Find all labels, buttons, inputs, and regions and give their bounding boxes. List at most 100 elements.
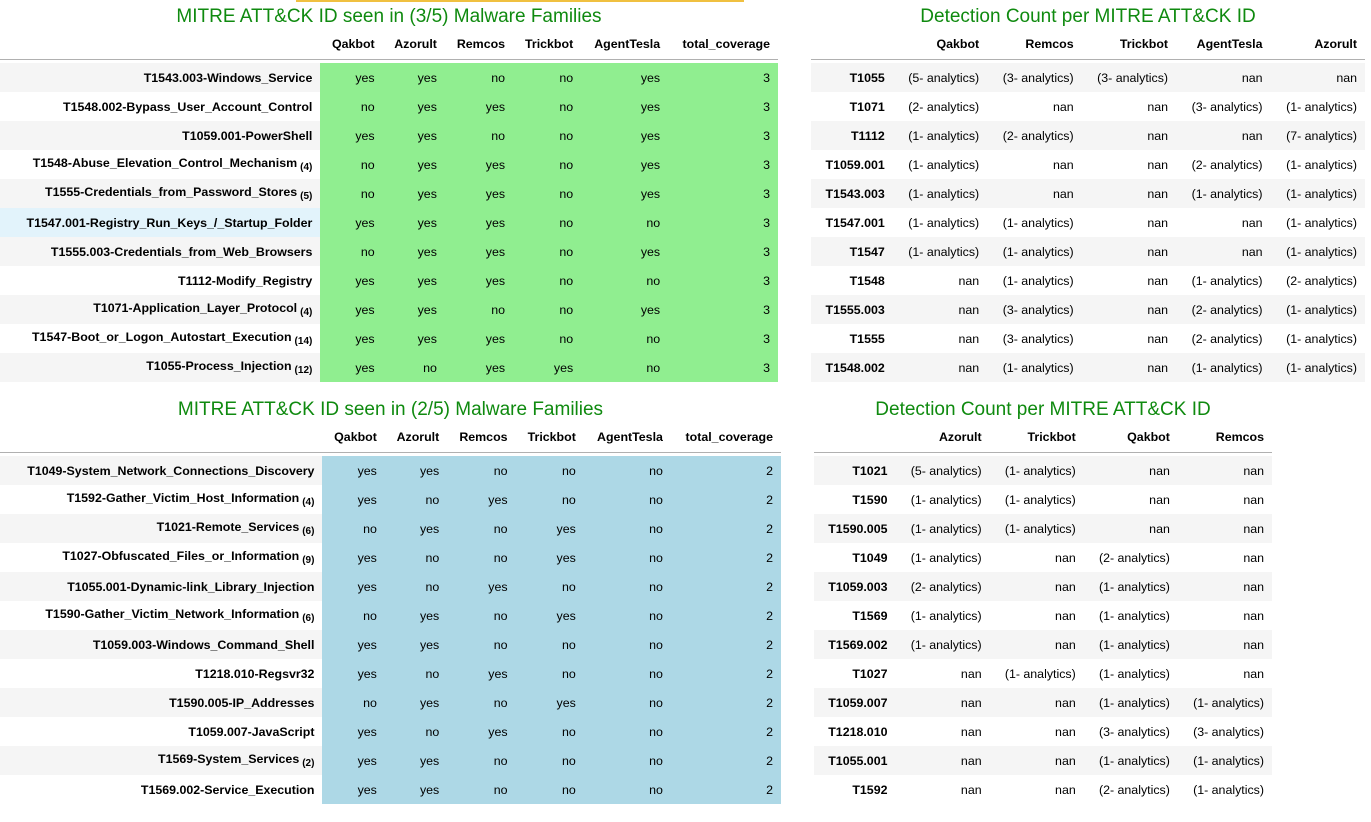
table-row: T1059.001 (1- analytics) nan nan (2- analyti… (811, 150, 1365, 179)
table-cell: no (581, 324, 669, 353)
table-cell: yes (444, 324, 514, 353)
table-cell: no (322, 514, 385, 543)
table-cell: nan (989, 572, 1084, 601)
table-cell: nan (1177, 514, 1272, 543)
coverage-table-2-of-5: MITRE ATT&CK ID seen in (2/5) Malware Fa… (0, 399, 781, 804)
table-header: Qakbot Azorult Remcos Trickbot AgentTesla tot… (0, 28, 778, 60)
table-row: T1049-System_Network_Connections_Discove… (0, 456, 781, 485)
table-cell: 3 (668, 237, 778, 266)
table-cell: (1- analytics) (1177, 746, 1272, 775)
spacer (814, 452, 1272, 456)
detection-count-table-top: Detection Count per MITRE ATT&CK ID Qakb… (811, 6, 1365, 382)
table-cell: yes (322, 456, 385, 485)
table-cell: nan (1176, 208, 1271, 237)
table-row: T1112 (1- analytics) (2- analytics) nan nan(… (811, 121, 1365, 150)
table-row: T1555.003 nan (3- analytics) nan (2- analyti… (811, 295, 1365, 324)
table-cell: yes (513, 353, 582, 382)
technique-label: T1055.001-Dynamic-link_Library_Injection (67, 579, 315, 594)
technique-label: T1555.003 (825, 302, 885, 317)
subtechnique-count: (9) (302, 555, 315, 566)
table-cell: 2 (670, 746, 781, 775)
coverage-table: Qakbot Azorult Remcos Trickbot AgentTesla tot… (0, 28, 778, 382)
table-cell: nan (989, 775, 1084, 804)
technique-label: T1049-System_Network_Connections_Discove… (27, 463, 315, 478)
column-header: Azorult (1314, 36, 1357, 51)
table-cell: (1- analytics) (895, 543, 990, 572)
table-cell: (1- analytics) (1270, 295, 1365, 324)
table-row: T1592-Gather_Victim_Host_Information (4) y… (0, 485, 781, 514)
table-cell: 3 (668, 121, 778, 150)
table-cell: 3 (668, 208, 778, 237)
column-header: total_coverage (682, 36, 770, 51)
table-row: T1049 (1- analytics) nan (2- analytics) nan (814, 543, 1272, 572)
table-cell: yes (320, 121, 383, 150)
table-cell: yes (382, 150, 445, 179)
row-label: T1071 (811, 92, 893, 121)
column-header: Remcos (1025, 36, 1074, 51)
table-cell: (1- analytics) (989, 514, 1084, 543)
row-label: T1592 (814, 775, 896, 804)
table-cell: nan (1081, 208, 1177, 237)
spacer-row (814, 452, 1272, 456)
row-label: T1059.003-Windows_Command_Shell (0, 630, 323, 659)
table-cell: nan (989, 717, 1084, 746)
table-cell: (3- analytics) (1081, 63, 1177, 92)
table-row: T1555 nan (3- analytics) nan (2- analytics)(… (811, 324, 1365, 353)
table-cell: yes (447, 717, 516, 746)
table-cell: nan (989, 543, 1084, 572)
row-label: T1548.002 (811, 353, 893, 382)
table-cell: no (583, 717, 671, 746)
technique-label: T1590-Gather_Victim_Network_Information (45, 607, 300, 621)
table-row: T1555.003-Credentials_from_Web_Browsers n… (0, 237, 778, 266)
table-cell: (1- analytics) (987, 237, 1082, 266)
row-label: T1543.003 (811, 179, 893, 208)
table-cell: 3 (668, 63, 778, 92)
table-cell: (1- analytics) (989, 456, 1084, 485)
row-label: T1059.007 (814, 688, 896, 717)
table-row: T1548.002-Bypass_User_Account_Control no y… (0, 92, 778, 121)
table-cell: no (515, 717, 584, 746)
technique-label: T1569 (852, 608, 888, 623)
column-header: Trickbot (1119, 36, 1169, 51)
subtechnique-count: (6) (302, 613, 315, 624)
table-cell: (2- analytics) (1083, 543, 1178, 572)
coverage-table: Qakbot Azorult Remcos Trickbot AgentTesla tot… (0, 421, 781, 804)
table-cell: (5- analytics) (895, 456, 990, 485)
column-header: Trickbot (525, 36, 574, 51)
table-cell: yes (444, 92, 514, 121)
table-cell: nan (1083, 485, 1178, 514)
table-cell: (3- analytics) (987, 324, 1082, 353)
table-cell: (1- analytics) (989, 659, 1084, 688)
row-label: T1547.001 (811, 208, 893, 237)
table-cell: no (513, 237, 582, 266)
detection-count-table-bottom: Detection Count per MITRE ATT&CK ID Azor… (814, 399, 1272, 804)
table-cell: no (384, 485, 448, 514)
table-cell: no (320, 179, 383, 208)
subtechnique-count: (14) (294, 336, 313, 347)
table-cell: yes (322, 659, 385, 688)
table-body: T1049-System_Network_Connections_Discove… (0, 456, 781, 804)
row-label: T1055-Process_Injection (12) (0, 353, 321, 382)
table-cell: nan (1081, 295, 1177, 324)
table-cell: 2 (670, 717, 781, 746)
row-label: T1569.002 (814, 630, 896, 659)
table-cell: nan (895, 659, 990, 688)
table-cell: (7- analytics) (1270, 121, 1365, 150)
table-row: T1569-System_Services (2) yes yes no no no 2 (0, 746, 781, 775)
technique-label: T1555.003-Credentials_from_Web_Browsers (50, 244, 313, 259)
table-cell: 3 (668, 266, 778, 295)
technique-label: T1059.003-Windows_Command_Shell (92, 637, 315, 652)
row-label: T1548.002-Bypass_User_Account_Control (0, 92, 321, 121)
table-cell: (2- analytics) (1083, 775, 1178, 804)
table-cell: no (515, 456, 584, 485)
table-row: T1543.003-Windows_Service yes yes no no yes 3 (0, 63, 778, 92)
table-row: T1027-Obfuscated_Files_or_Information (9)… (0, 543, 781, 572)
column-header: AgentTesla (594, 36, 661, 51)
table-cell: no (583, 746, 671, 775)
spacer-body (0, 59, 778, 63)
row-label: T1112 (811, 121, 893, 150)
table-cell: nan (989, 688, 1084, 717)
table-cell: yes (515, 543, 584, 572)
table-cell: no (513, 179, 582, 208)
technique-label: T1021-Remote_Services (156, 520, 300, 534)
